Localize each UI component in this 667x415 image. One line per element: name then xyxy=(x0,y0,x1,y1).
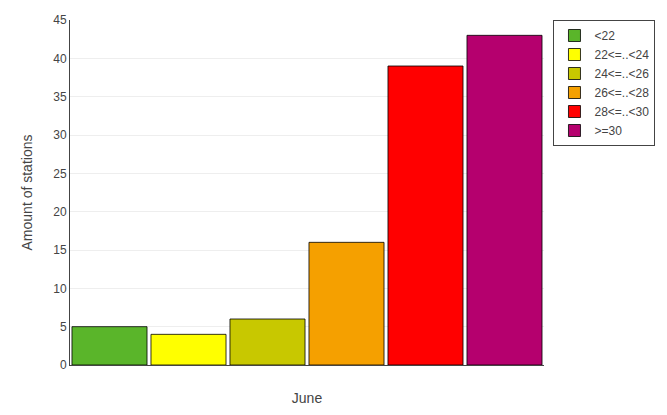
svg-text:35: 35 xyxy=(53,90,67,104)
svg-text:15: 15 xyxy=(53,243,67,257)
svg-text:22<=..<24: 22<=..<24 xyxy=(594,48,649,62)
svg-text:20: 20 xyxy=(53,205,67,219)
svg-text:10: 10 xyxy=(53,282,67,296)
svg-text:30: 30 xyxy=(53,128,67,142)
svg-text:<22: <22 xyxy=(594,29,615,43)
svg-text:25: 25 xyxy=(53,167,67,181)
svg-text:>=30: >=30 xyxy=(594,124,622,138)
svg-text:26<=..<28: 26<=..<28 xyxy=(594,86,649,100)
svg-text:24<=..<26: 24<=..<26 xyxy=(594,67,649,81)
svg-text:Amount of stations: Amount of stations xyxy=(19,135,35,251)
svg-text:0: 0 xyxy=(60,358,67,372)
svg-text:45: 45 xyxy=(53,13,67,27)
svg-text:28<=..<30: 28<=..<30 xyxy=(594,105,649,119)
svg-text:40: 40 xyxy=(53,52,67,66)
svg-text:June: June xyxy=(292,390,323,406)
svg-text:5: 5 xyxy=(60,320,67,334)
